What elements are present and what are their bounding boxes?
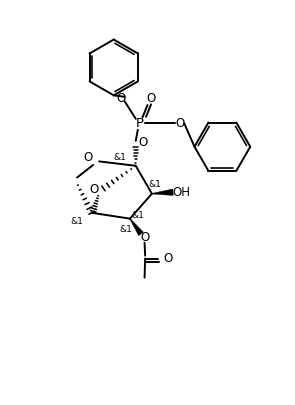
Text: P: P — [136, 117, 144, 130]
Polygon shape — [152, 189, 173, 196]
Text: O: O — [140, 231, 149, 244]
Text: O: O — [138, 136, 147, 149]
Text: &1: &1 — [148, 180, 161, 190]
Text: &1: &1 — [113, 153, 126, 162]
Text: O: O — [89, 183, 99, 196]
Text: OH: OH — [172, 186, 190, 199]
Text: O: O — [147, 92, 156, 105]
Text: O: O — [163, 252, 173, 265]
Text: O: O — [175, 117, 184, 130]
Text: &1: &1 — [132, 211, 145, 220]
Text: &1: &1 — [119, 225, 132, 234]
Text: &1: &1 — [71, 217, 83, 226]
Polygon shape — [130, 218, 143, 236]
Text: O: O — [117, 92, 126, 105]
Text: O: O — [83, 151, 93, 164]
